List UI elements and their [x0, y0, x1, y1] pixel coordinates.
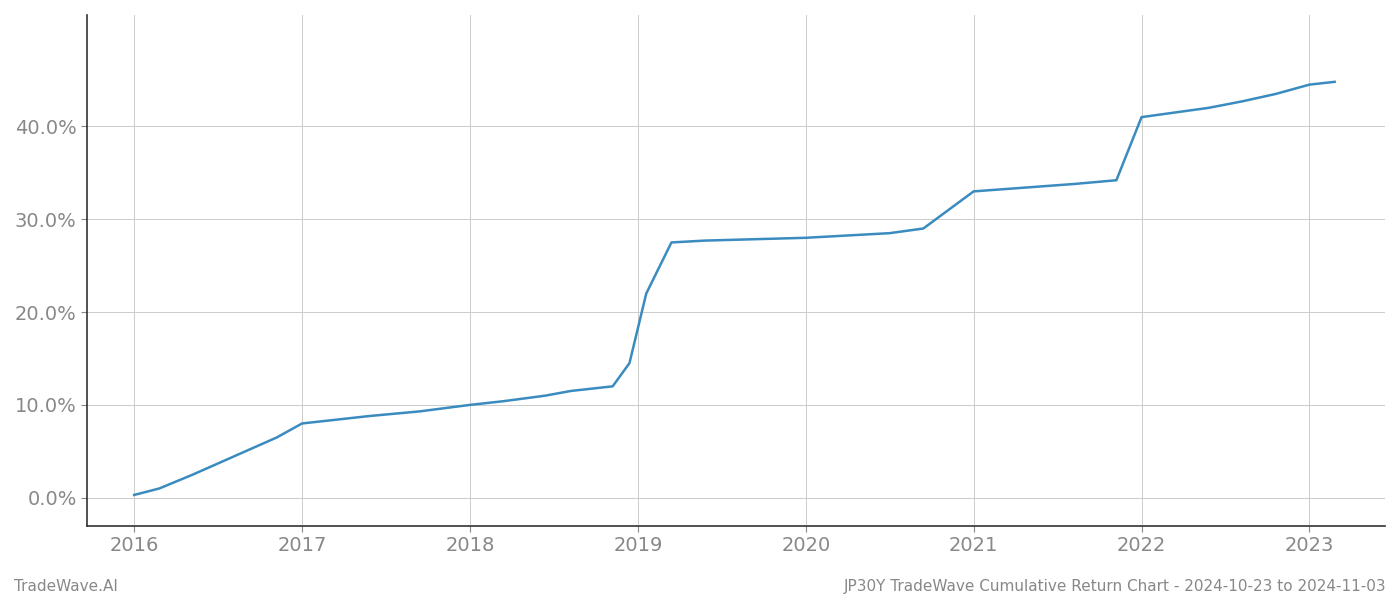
Text: JP30Y TradeWave Cumulative Return Chart - 2024-10-23 to 2024-11-03: JP30Y TradeWave Cumulative Return Chart … [843, 579, 1386, 594]
Text: TradeWave.AI: TradeWave.AI [14, 579, 118, 594]
